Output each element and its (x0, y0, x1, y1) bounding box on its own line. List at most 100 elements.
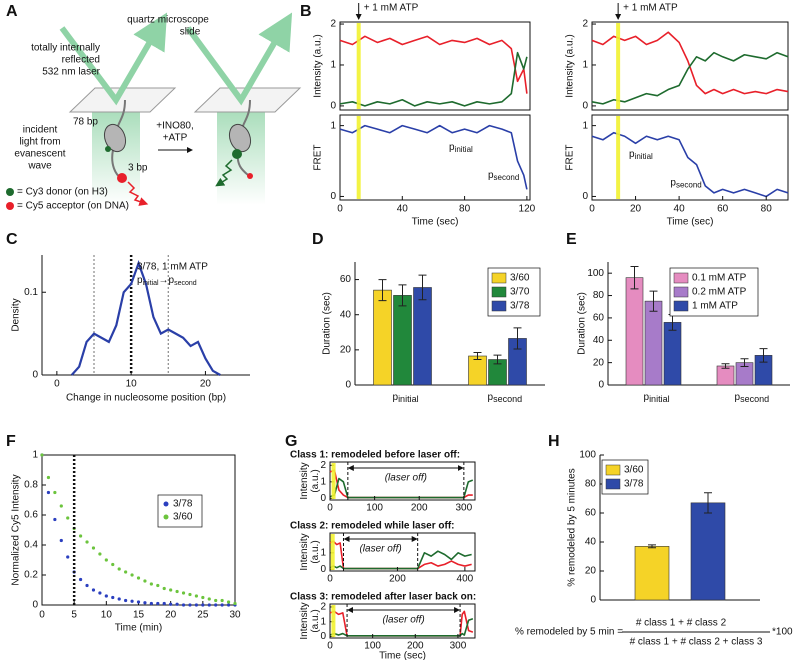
panel-label: F (6, 433, 16, 450)
y-tick-label: 0 (320, 564, 326, 575)
legend-label: 3/70 (510, 287, 530, 298)
data-point (214, 603, 218, 607)
data-point (233, 601, 237, 606)
y-tick-label: 0 (582, 191, 588, 202)
data-point (175, 602, 179, 606)
bar (644, 300, 663, 386)
data-point (130, 573, 134, 577)
slide-label: slide (180, 27, 201, 38)
data-point (188, 592, 192, 597)
legend-label: 3/78 (624, 479, 644, 490)
data-point (156, 583, 160, 588)
x-tick-label: 400 (457, 574, 474, 585)
y-tick-label: 20 (585, 566, 597, 577)
x-tick-label: 200 (411, 503, 428, 514)
category-label-main: p (488, 392, 494, 403)
y-axis-label: Normalized Cy5 Intensity (11, 474, 22, 585)
y-tick-label: 0 (345, 380, 351, 391)
x-tick-label: 25 (197, 610, 209, 621)
legend-label: 0.1 mM ATP (692, 273, 747, 284)
bar (663, 322, 682, 386)
incident-label: light from (19, 137, 60, 148)
data-point (149, 601, 153, 606)
data-point (59, 504, 63, 508)
error-bar (378, 279, 387, 302)
laser-off-label: (laser off) (359, 544, 401, 555)
plot-frame (329, 532, 476, 572)
error-bar (513, 327, 522, 350)
bp-label: 3 bp (128, 163, 148, 174)
y-tick-label: 40 (593, 335, 605, 346)
data-point (124, 570, 128, 574)
formula-factor: *100 (772, 627, 793, 638)
cy5-dot (117, 173, 127, 183)
data-point (79, 534, 83, 538)
y-axis-label: Duration (sec) (322, 292, 333, 355)
data-point (104, 558, 108, 562)
legend-box (157, 494, 203, 528)
y-tick-label: 60 (585, 508, 597, 519)
p: p (169, 275, 175, 286)
data-point (162, 601, 166, 606)
laser-beam (59, 12, 168, 106)
y-tick-label: 20 (340, 344, 352, 355)
y-tick-label: 0.6 (24, 510, 38, 521)
legend-label: 3/60 (510, 273, 530, 284)
state-label-sub: second (676, 180, 702, 189)
y-tick-label: 0.2 (24, 570, 38, 581)
y-tick-label: 60 (340, 274, 352, 285)
data-point (130, 599, 134, 603)
legend-label: 3/78 (173, 499, 193, 510)
category-label: pinitial (393, 392, 419, 405)
category-label-sub: initial (398, 394, 419, 404)
y-tick-label: 0 (320, 631, 326, 642)
x-tick-label: 30 (229, 610, 241, 621)
data-point (79, 577, 83, 582)
emission (127, 181, 149, 206)
x-tick-label: 200 (407, 641, 424, 652)
legend-swatch (491, 286, 507, 298)
state-label: psecond (670, 177, 701, 189)
data-point (181, 591, 186, 595)
y-tick-label: 20 (593, 357, 605, 368)
trace-line (591, 131, 789, 198)
error-bar (649, 290, 658, 312)
y-tick-label: 80 (593, 290, 605, 301)
y-axis-label: Density (11, 298, 22, 331)
y-tick-label: 40 (585, 537, 597, 548)
x-tick-label: 40 (397, 204, 409, 215)
data-point (136, 600, 141, 604)
state-label-main: p (670, 177, 676, 188)
legend-label: 0.2 mM ATP (692, 287, 747, 298)
plot-frame (339, 21, 531, 111)
data-point (46, 490, 51, 495)
y-tick-label: 1 (320, 547, 326, 558)
class-title: Class 3: remodeled after laser back on: (290, 592, 476, 603)
y-tick-label: 0 (598, 380, 604, 391)
laser-off-label: (laser off) (385, 473, 427, 484)
y-axis-label: Intensity (299, 602, 310, 639)
annotation: + 1 mM ATP (364, 3, 419, 14)
formula-lhs: % remodeled by 5 min = (515, 627, 623, 638)
slide-label: quartz microscope (127, 15, 209, 26)
data-point (124, 598, 128, 603)
cy3-dot (232, 149, 242, 159)
plot-frame (591, 21, 789, 111)
step-label: +ATP (163, 133, 188, 144)
bar (413, 287, 432, 386)
x-tick-label: 15 (133, 610, 145, 621)
data-point (226, 603, 231, 607)
data-point (53, 517, 57, 522)
error-bar (759, 348, 768, 363)
y-tick-label: 60 (593, 313, 605, 324)
plot-frame (329, 461, 476, 501)
legend-dot (6, 202, 14, 210)
panel-label: D (312, 231, 324, 248)
bar (393, 295, 412, 386)
laser-label: totally internally (31, 43, 100, 54)
legend-label: 3/60 (173, 512, 193, 523)
trace-line (591, 31, 789, 95)
y-tick-label: 1 (330, 60, 336, 71)
category-label-sub: initial (649, 394, 670, 404)
class-title: Class 1: remodeled before laser off: (290, 450, 460, 461)
